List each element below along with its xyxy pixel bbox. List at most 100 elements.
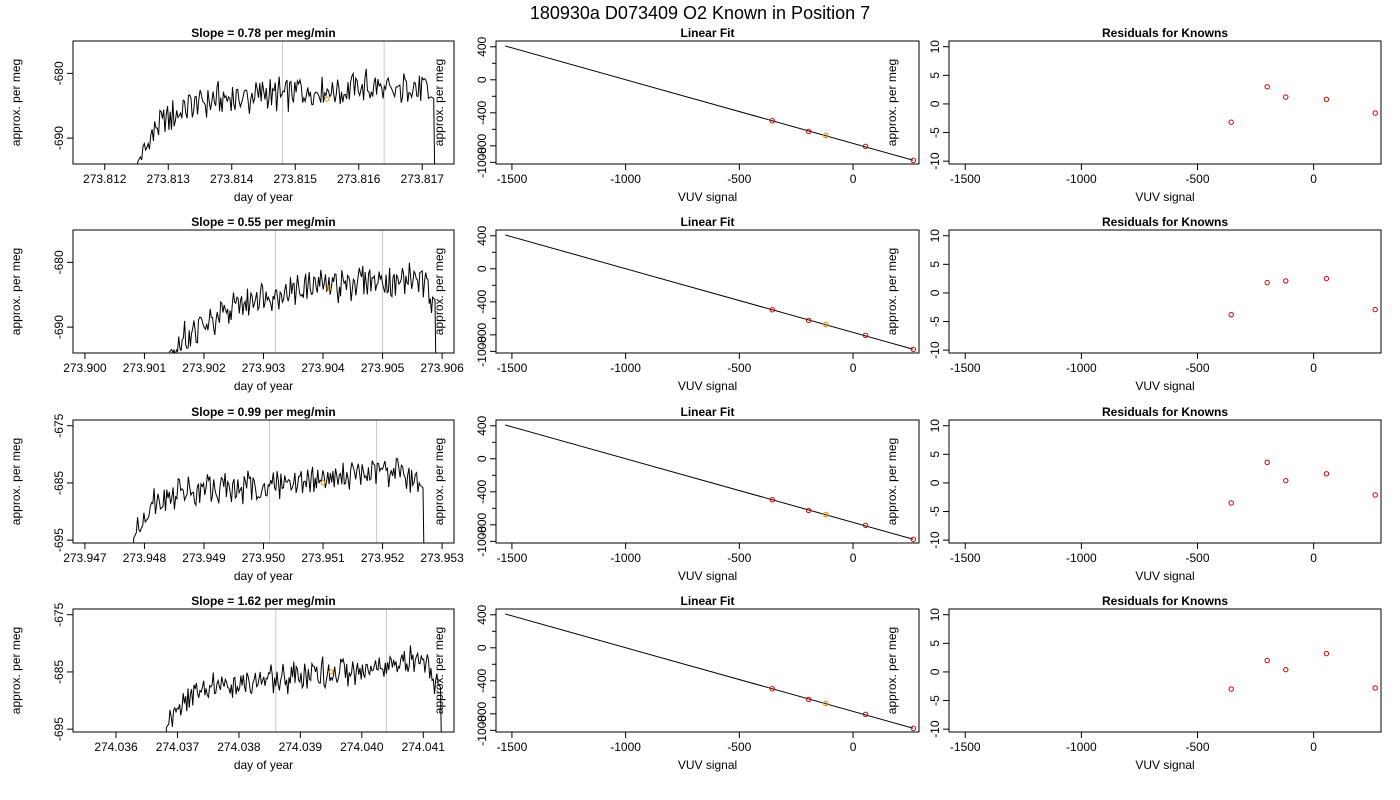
- y-tick-label: 400: [475, 604, 489, 624]
- y-tick-label: -10: [928, 152, 942, 170]
- panel-line: Slope = 0.78 per meg/min day of year appro…: [9, 26, 455, 204]
- residual-point: [1283, 94, 1289, 100]
- y-tick-label: -400: [475, 289, 489, 313]
- x-axis-label: VUV signal: [678, 190, 737, 204]
- x-tick-label: -1500: [950, 361, 981, 375]
- panel-title: Linear Fit: [680, 26, 734, 40]
- y-tick-label: 0: [928, 289, 942, 296]
- x-axis-label: day of year: [234, 569, 293, 583]
- known-point: [769, 307, 776, 313]
- y-tick-label: 10: [928, 608, 942, 622]
- x-tick-label: 273.950: [242, 551, 286, 565]
- residual-point: [1323, 471, 1330, 477]
- x-tick-label: -1500: [497, 551, 528, 565]
- unknown-point: [822, 132, 829, 139]
- y-tick-label: -10: [928, 341, 942, 359]
- plot-frame: [72, 229, 455, 354]
- x-tick-label: 274.041: [402, 740, 446, 754]
- residual-point: [1264, 459, 1270, 466]
- x-axis-label: day of year: [234, 379, 293, 393]
- y-tick-label: 10: [928, 40, 942, 54]
- x-tick-label: 274.036: [94, 740, 138, 754]
- residual-point: [1372, 306, 1378, 313]
- trace-line: [168, 262, 437, 353]
- plot-area: [1228, 650, 1378, 692]
- x-tick-label: -500: [1186, 172, 1210, 186]
- y-tick-label: -5: [928, 316, 942, 327]
- x-tick-label: -1500: [950, 172, 981, 186]
- x-tick-label: -1000: [610, 740, 641, 754]
- panel-line: Slope = 1.62 per meg/min day of year appro…: [9, 594, 455, 772]
- plot-area: [137, 41, 436, 164]
- x-tick-label: 274.038: [217, 740, 261, 754]
- known-point: [910, 346, 917, 353]
- residual-point: [1323, 96, 1330, 103]
- y-tick-label: -675: [52, 413, 66, 437]
- residual-point: [1264, 279, 1270, 286]
- y-tick-label: -1000: [475, 147, 489, 178]
- unknown-marker: [320, 480, 326, 486]
- y-tick-label: 0: [928, 668, 942, 675]
- panel-title: Linear Fit: [680, 215, 734, 229]
- y-tick-label: -800: [475, 702, 489, 726]
- y-axis-label: approx. per meg: [432, 59, 446, 146]
- plot-frame: [495, 419, 920, 544]
- x-tick-label: 0: [1310, 740, 1317, 754]
- y-tick-label: 0: [475, 644, 489, 651]
- known-point: [806, 696, 812, 703]
- plot-frame: [495, 608, 920, 733]
- y-tick-label: -10: [928, 531, 942, 549]
- residual-point: [1283, 666, 1289, 673]
- panel-scatter: Residuals for Knowns VUV signal approx. pe…: [885, 594, 1382, 772]
- known-point: [806, 128, 812, 135]
- x-tick-label: 0: [1310, 551, 1317, 565]
- y-tick-label: -800: [475, 323, 489, 347]
- y-tick-label: -690: [52, 315, 66, 339]
- x-tick-label: 0: [850, 361, 857, 375]
- y-tick-label: -680: [52, 250, 66, 274]
- residual-point: [1372, 110, 1378, 116]
- panel-linear_fit: Linear Fit VUV signal approx. per meg -1500…: [432, 215, 920, 393]
- y-axis-label: approx. per meg: [432, 627, 446, 714]
- x-tick-label: -1000: [1066, 172, 1097, 186]
- known-point: [862, 332, 869, 339]
- x-tick-label: 273.812: [83, 172, 127, 186]
- y-tick-label: -5: [928, 127, 942, 138]
- x-tick-label: 0: [850, 172, 857, 186]
- y-tick-label: -1000: [475, 336, 489, 367]
- y-tick-label: -685: [52, 471, 66, 495]
- trace-line: [133, 457, 425, 543]
- fit-line: [504, 613, 914, 729]
- known-point: [862, 522, 869, 529]
- plot-area: [165, 609, 442, 732]
- x-tick-label: -1000: [610, 172, 641, 186]
- y-axis-label: approx. per meg: [9, 627, 23, 714]
- y-tick-label: 5: [928, 640, 942, 647]
- y-tick-label: 0: [928, 100, 942, 107]
- panel-title: Residuals for Knowns: [1102, 26, 1228, 40]
- known-point: [862, 711, 869, 718]
- residual-point: [1228, 686, 1234, 692]
- y-axis-label: approx. per meg: [885, 248, 899, 335]
- panel-title: Linear Fit: [680, 405, 734, 419]
- panel-title: Linear Fit: [680, 594, 734, 608]
- residual-point: [1283, 278, 1289, 284]
- y-tick-label: -400: [475, 100, 489, 124]
- unknown-marker: [324, 96, 330, 102]
- y-tick-label: -675: [52, 602, 66, 626]
- known-point: [910, 157, 917, 164]
- known-point: [910, 725, 917, 732]
- x-tick-label: 273.901: [123, 361, 167, 375]
- x-tick-label: -500: [1186, 551, 1210, 565]
- known-point: [769, 497, 776, 503]
- plot-frame: [948, 229, 1382, 354]
- x-axis-label: VUV signal: [1135, 758, 1194, 772]
- residual-point: [1228, 119, 1234, 125]
- x-tick-label: -1500: [950, 551, 981, 565]
- x-axis-label: VUV signal: [1135, 569, 1194, 583]
- x-axis-label: VUV signal: [678, 379, 737, 393]
- plot-frame: [948, 40, 1382, 165]
- y-axis-label: approx. per meg: [432, 438, 446, 525]
